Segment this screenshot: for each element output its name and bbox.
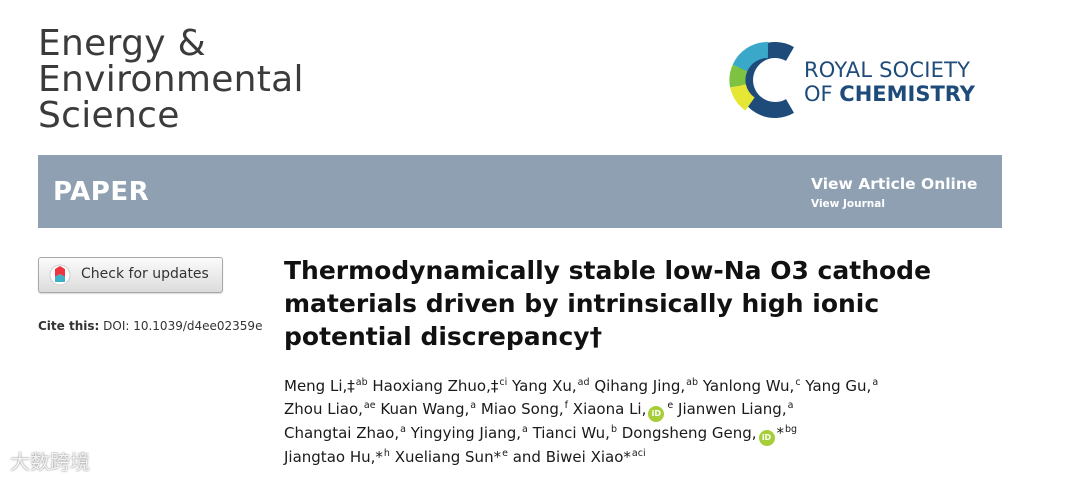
author-affiliation: a	[872, 377, 879, 388]
publisher-name-line1: ROYAL SOCIETY	[804, 58, 971, 82]
author-name[interactable]: Yang Gu,	[805, 377, 872, 395]
author-name[interactable]: Kuan Wang,	[380, 400, 470, 418]
view-journal-link[interactable]: View Journal	[811, 198, 885, 210]
rsc-logo-icon	[729, 42, 794, 118]
watermark: 大数跨境	[10, 450, 90, 474]
author-affiliation: bg	[785, 424, 798, 435]
author-affiliation: a	[787, 400, 794, 411]
author-name[interactable]: Jianwen Liang,	[678, 400, 787, 418]
author-name[interactable]: Qihang Jing,	[594, 377, 686, 395]
publisher-name: ROYAL SOCIETY OF CHEMISTRY	[804, 58, 975, 106]
article-type-label: PAPER	[53, 177, 150, 207]
author-affiliation: ab	[355, 377, 368, 388]
journal-title-line1: Energy &	[38, 23, 206, 64]
author-name[interactable]: Yang Xu,	[512, 377, 577, 395]
publisher-logo[interactable]: ROYAL SOCIETY OF CHEMISTRY	[728, 40, 1008, 122]
author-affiliation: e	[667, 400, 674, 411]
paper-title-line2: materials driven by intrinsically high i…	[284, 289, 880, 318]
author-affiliation: b	[610, 424, 617, 435]
publisher-name-chemistry: CHEMISTRY	[839, 82, 976, 106]
orcid-icon[interactable]: iD	[758, 430, 775, 446]
author-affiliation: ci	[499, 377, 508, 388]
author-affiliation: ab	[686, 377, 699, 388]
author-list: Meng Li,‡ab Haoxiang Zhuo,‡ci Yang Xu,ad…	[284, 375, 1004, 469]
author-affiliation: e	[502, 448, 508, 459]
author-name[interactable]: Yanlong Wu,	[702, 377, 795, 395]
citation: Cite this: DOI: 10.1039/d4ee02359e	[38, 319, 262, 333]
check-for-updates-button[interactable]: Check for updates	[38, 257, 223, 293]
corresponding-author-mark: *	[375, 448, 383, 466]
paper-title: Thermodynamically stable low-Na O3 catho…	[284, 254, 984, 353]
author-affiliation: ad	[577, 377, 590, 388]
author-affiliation: f	[564, 400, 569, 411]
journal-title: Energy & Environmental Science	[38, 26, 304, 134]
journal-title-line3: Science	[38, 95, 180, 136]
author-name[interactable]: Xiaona Li,	[572, 400, 647, 418]
author-name[interactable]: and Biwei Xiao	[512, 448, 624, 466]
author-name[interactable]: Zhou Liao,	[284, 400, 363, 418]
author-name[interactable]: Miao Song,	[480, 400, 564, 418]
author-name[interactable]: Tianci Wu,	[532, 424, 610, 442]
author-name[interactable]: Dongsheng Geng,	[621, 424, 757, 442]
publisher-name-of: OF	[804, 82, 840, 106]
author-name[interactable]: Yingying Jiang,	[410, 424, 521, 442]
paper-title-line1: Thermodynamically stable low-Na O3 catho…	[284, 256, 932, 285]
author-affiliation: aci	[631, 448, 646, 459]
author-name[interactable]: Xueliang Sun	[394, 448, 494, 466]
corresponding-author-mark: *	[623, 448, 631, 466]
doi-text[interactable]: DOI: 10.1039/d4ee02359e	[99, 319, 263, 333]
paper-title-line3: potential discrepancy†	[284, 322, 603, 351]
author-affiliation: h	[383, 448, 390, 459]
journal-title-line2: Environmental	[38, 59, 304, 100]
author-name[interactable]: Meng Li,‡	[284, 377, 355, 395]
author-affiliation: ae	[363, 400, 376, 411]
author-affiliation: a	[400, 424, 406, 435]
publisher-name-line2: OF CHEMISTRY	[804, 82, 975, 106]
author-name[interactable]: Changtai Zhao,	[284, 424, 400, 442]
check-for-updates-label: Check for updates	[81, 266, 209, 282]
author-affiliation: c	[795, 377, 801, 388]
cite-this-label: Cite this:	[38, 319, 100, 333]
view-article-online-link[interactable]: View Article Online	[811, 175, 978, 193]
orcid-icon[interactable]: iD	[648, 406, 665, 422]
corresponding-author-mark: *	[776, 424, 785, 442]
article-type-banner: PAPER View Article Online View Journal	[38, 155, 1002, 228]
author-affiliation: a	[470, 400, 477, 411]
author-affiliation: a	[522, 424, 528, 435]
crossmark-icon	[49, 264, 71, 286]
author-name[interactable]: Jiangtao Hu,	[284, 448, 376, 466]
author-name[interactable]: Haoxiang Zhuo,‡	[372, 377, 499, 395]
corresponding-author-mark: *	[493, 448, 502, 466]
